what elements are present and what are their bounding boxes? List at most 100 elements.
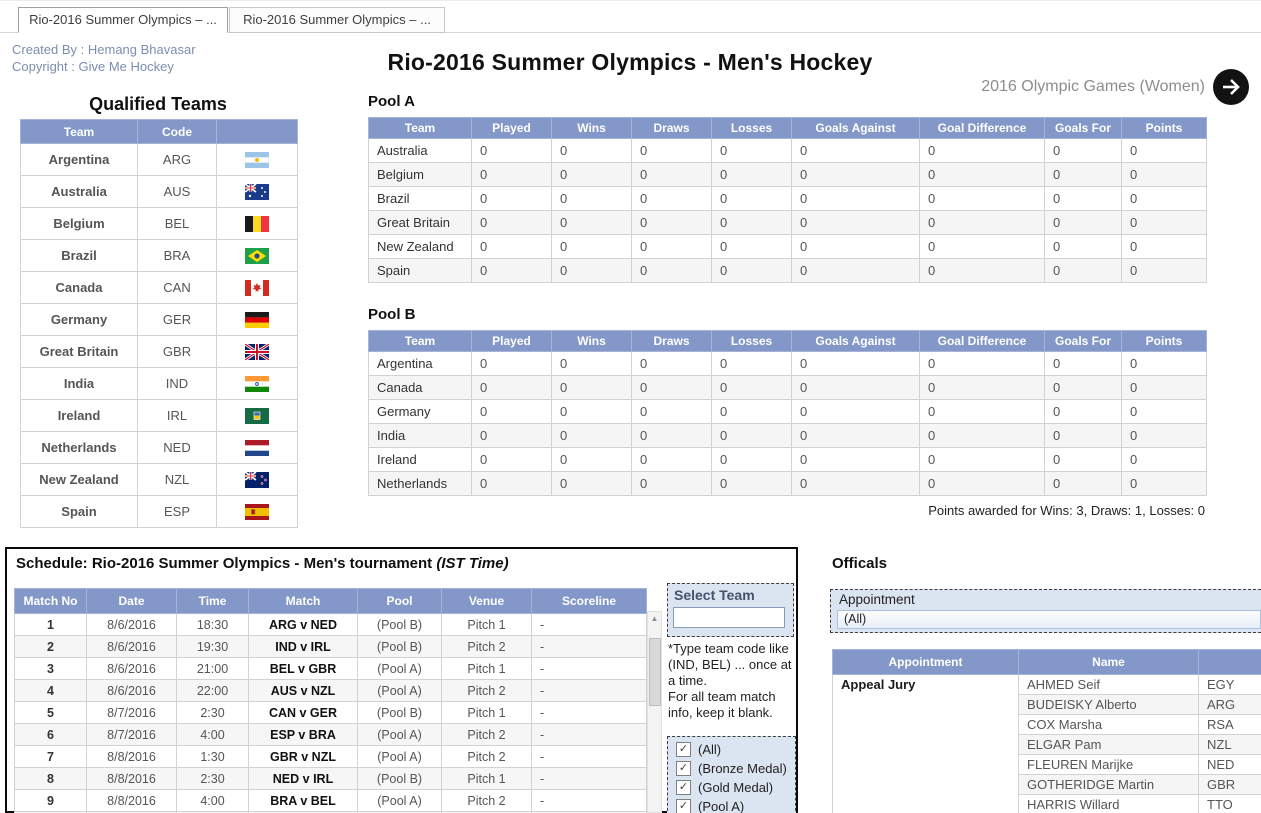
stat-value: 0 [1044, 471, 1122, 496]
checkbox-icon[interactable]: ✓ [676, 798, 691, 813]
match-no: 9 [14, 789, 87, 812]
pool-row: Brazil 0 0 0 0 0 0 0 0 [368, 186, 1207, 211]
team-code: ARG [137, 143, 217, 176]
pool-row: Ireland 0 0 0 0 0 0 0 0 [368, 447, 1207, 472]
match-scoreline: - [531, 767, 647, 790]
team-name: Australia [20, 175, 138, 208]
stat-value: 0 [919, 138, 1045, 163]
filter-item[interactable]: ✓ (Bronze Medal) [676, 760, 795, 776]
match-no: 4 [14, 679, 87, 702]
qualified-team-row: New Zealand NZL [20, 463, 298, 496]
stat-value: 0 [471, 258, 552, 283]
match-teams: IND v IRL [248, 635, 358, 658]
qualified-team-row: Ireland IRL [20, 399, 298, 432]
stat-value: 0 [551, 447, 632, 472]
stat-value: 0 [919, 234, 1045, 259]
match-pool: (Pool A) [357, 789, 442, 812]
match-date: 8/7/2016 [86, 723, 177, 746]
match-time: 2:30 [176, 701, 249, 724]
match-pool: (Pool B) [357, 767, 442, 790]
official-country: GBR [1198, 774, 1261, 795]
column-header: Draws [631, 117, 712, 139]
select-team-input[interactable] [673, 607, 785, 628]
team-code: ESP [137, 495, 217, 528]
stat-value: 0 [631, 234, 712, 259]
stat-value: 0 [551, 162, 632, 187]
scrollbar-thumb[interactable] [649, 638, 661, 706]
stat-value: 0 [551, 138, 632, 163]
match-teams: ESP v BRA [248, 723, 358, 746]
stat-value: 0 [791, 351, 920, 376]
stat-value: 0 [631, 258, 712, 283]
official-name: FLEUREN Marijke [1018, 754, 1199, 775]
stat-value: 0 [1044, 210, 1122, 235]
stat-value: 0 [1044, 258, 1122, 283]
sheet-tab-men[interactable]: Rio-2016 Summer Olympics – ... [18, 7, 228, 33]
team-name: Netherlands [20, 431, 138, 464]
column-header: Wins [551, 117, 632, 139]
column-header: Team [368, 330, 472, 352]
filter-item[interactable]: ✓ (Pool A) [676, 798, 795, 813]
column-header: Goal Difference [919, 117, 1045, 139]
arg-flag-icon [216, 143, 298, 176]
pool-b-header: Team Played Wins Draws Losses Goals Against Go… [368, 330, 1207, 352]
schedule-row: 6 8/7/2016 4:00 ESP v BRA (Pool A) Pitch 2- [14, 723, 647, 746]
stat-value: 0 [711, 447, 792, 472]
team-name: Germany [368, 399, 472, 424]
scrollbar-up-arrow-icon[interactable]: ▲ [650, 614, 659, 623]
qualified-team-row: Brazil BRA [20, 239, 298, 272]
match-venue: Pitch 1 [441, 657, 532, 680]
bra-flag-icon [216, 239, 298, 272]
sheet-tab-women[interactable]: Rio-2016 Summer Olympics – ... [229, 7, 445, 33]
stat-value: 0 [791, 138, 920, 163]
schedule-row: 3 8/6/2016 21:00 BEL v GBR (Pool A) Pitch 1- [14, 657, 647, 680]
schedule-header: Match No Date Time Match Pool Venue Scoreline [14, 588, 647, 614]
team-code: NED [137, 431, 217, 464]
column-header: Time [176, 588, 249, 614]
official-row: Appeal Jury AHMED Seif EGY [832, 674, 1261, 813]
women-games-link[interactable]: 2016 Olympic Games (Women) [981, 78, 1205, 95]
filter-item[interactable]: ✓ (Gold Medal) [676, 779, 795, 795]
match-date: 8/6/2016 [86, 657, 177, 680]
stat-value: 0 [1121, 234, 1207, 259]
match-scoreline: - [531, 635, 647, 658]
qualified-team-row: Great Britain GBR [20, 335, 298, 368]
appointment-dropdown[interactable]: (All) [837, 610, 1261, 629]
pool-row: Netherlands 0 0 0 0 0 0 0 0 [368, 471, 1207, 496]
schedule-title-text: Schedule: Rio-2016 Summer Olympics - Men… [16, 555, 433, 572]
match-date: 8/6/2016 [86, 635, 177, 658]
column-header: Draws [631, 330, 712, 352]
stat-value: 0 [1121, 447, 1207, 472]
filter-item[interactable]: ✓ (All) [676, 741, 795, 757]
checkbox-icon[interactable]: ✓ [676, 760, 691, 776]
match-time: 2:30 [176, 767, 249, 790]
stat-value: 0 [711, 399, 792, 424]
team-name: New Zealand [368, 234, 472, 259]
checkbox-icon[interactable]: ✓ [676, 741, 691, 757]
team-code: CAN [137, 271, 217, 304]
schedule-scrollbar[interactable]: ▲ [647, 611, 662, 813]
stat-value: 0 [919, 399, 1045, 424]
stat-value: 0 [631, 351, 712, 376]
team-code: AUS [137, 175, 217, 208]
match-date: 8/6/2016 [86, 613, 177, 636]
stat-value: 0 [919, 375, 1045, 400]
pool-a-header: Team Played Wins Draws Losses Goals Against Go… [368, 117, 1207, 139]
stat-value: 0 [1121, 186, 1207, 211]
column-header: Appointment [832, 649, 1019, 675]
match-time: 19:30 [176, 635, 249, 658]
column-header: Venue [441, 588, 532, 614]
column-header: Goals For [1044, 117, 1122, 139]
team-name: Germany [20, 303, 138, 336]
esp-flag-icon [216, 495, 298, 528]
column-header: Played [471, 330, 552, 352]
match-teams: GBR v NZL [248, 745, 358, 768]
checkbox-icon[interactable]: ✓ [676, 779, 691, 795]
match-no: 1 [14, 613, 87, 636]
next-sheet-arrow-button[interactable] [1213, 69, 1249, 105]
filter-label: (Gold Medal) [698, 779, 774, 795]
officials-table: AppointmentNameCountry Appeal JuryAHMED … [832, 649, 1261, 813]
match-venue: Pitch 2 [441, 635, 532, 658]
stat-value: 0 [551, 399, 632, 424]
